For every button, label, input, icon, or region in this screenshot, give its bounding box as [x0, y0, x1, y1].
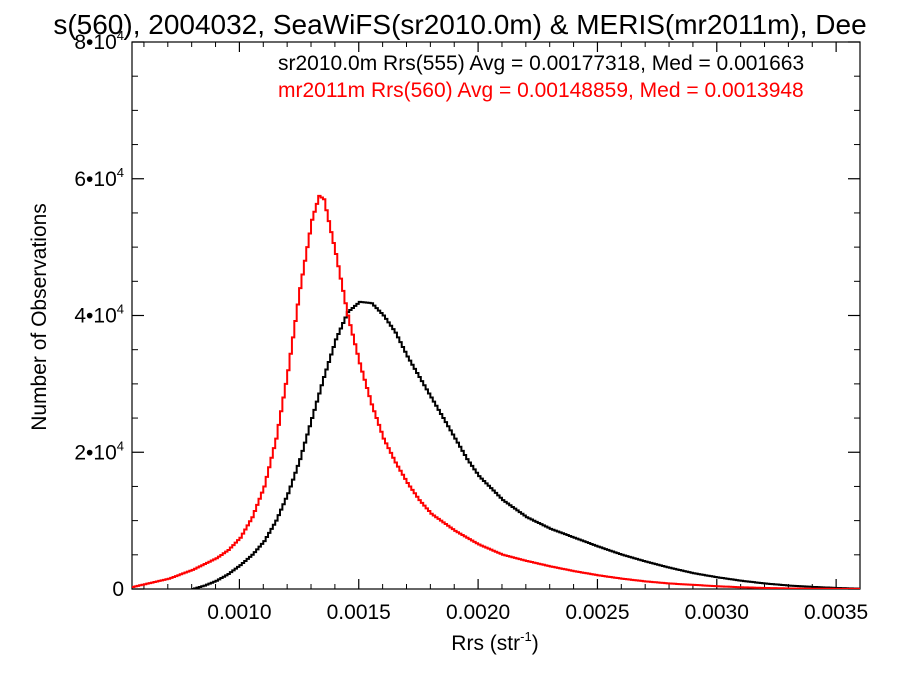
y-tick-label-exponent: 4 — [117, 28, 124, 43]
x-tick-label: 0.0020 — [446, 601, 510, 624]
y-tick-label: 6•104 — [74, 165, 124, 191]
y-axis-label: Number of Observations — [28, 203, 51, 431]
y-tick-label: 2•104 — [74, 438, 124, 464]
y-tick-label-main: 6•10 — [74, 168, 116, 191]
x-axis-label: Rrs (str-1) — [451, 629, 538, 655]
y-tick-label-exponent: 4 — [117, 165, 124, 180]
x-axis-label-superscript: -1 — [520, 629, 532, 644]
y-tick-label: 0 — [112, 578, 124, 601]
y-tick-label: 4•104 — [74, 302, 124, 328]
x-axis: 0.0010 0.0015 0.0020 0.0025 0.0030 0.0035 — [143, 42, 868, 624]
annotation-meris-stats: mr2011m Rrs(560) Avg = 0.00148859, Med =… — [278, 79, 804, 102]
y-tick-label-main: 2•10 — [74, 441, 116, 464]
x-tick-label: 0.0010 — [207, 601, 271, 624]
y-tick-label-exponent: 4 — [117, 438, 124, 453]
x-axis-label-main: Rrs (str — [451, 632, 520, 655]
x-axis-label-close: ) — [532, 632, 539, 655]
chart-title: s(560), 2004032, SeaWiFS(sr2010.0m) & ME… — [53, 9, 866, 40]
x-tick-label: 0.0015 — [327, 601, 391, 624]
y-tick-label-main: 8•10 — [74, 31, 116, 54]
plot-frame — [131, 41, 861, 590]
x-tick-label: 0.0025 — [565, 601, 629, 624]
y-tick-label: 8•104 — [74, 28, 124, 54]
series-line-0 — [191, 300, 860, 589]
annotation-seawifs-stats: sr2010.0m Rrs(555) Avg = 0.00177318, Med… — [278, 52, 804, 75]
series-layer — [132, 194, 860, 589]
annotations: sr2010.0m Rrs(555) Avg = 0.00177318, Med… — [278, 52, 804, 102]
series-line-1 — [132, 194, 860, 589]
plot-border — [131, 41, 861, 590]
y-tick-label-exponent: 4 — [117, 302, 124, 317]
x-tick-label: 0.0030 — [685, 601, 749, 624]
y-tick-label-main: 0 — [112, 578, 124, 601]
x-tick-label: 0.0035 — [804, 601, 868, 624]
y-tick-label-main: 4•10 — [74, 305, 116, 328]
